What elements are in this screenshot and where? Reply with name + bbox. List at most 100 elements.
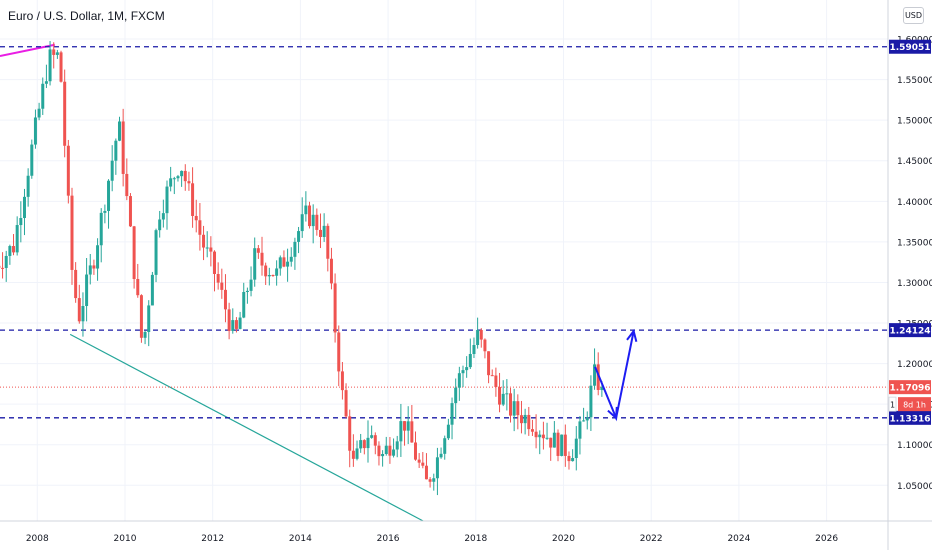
candle-body [235, 320, 238, 329]
x-tick-label: 2024 [727, 534, 750, 544]
candle-body [359, 440, 362, 448]
candle-body [52, 49, 55, 54]
candle-body [505, 393, 508, 394]
candle-body [63, 82, 66, 146]
candle-body [253, 248, 256, 279]
y-tick-label: 1.40000 [897, 198, 932, 208]
x-tick-label: 2016 [377, 534, 400, 544]
candle-body [301, 214, 304, 231]
candle-body [319, 230, 322, 237]
candle-body [114, 141, 117, 161]
x-tick-label: 2012 [201, 534, 224, 544]
candle-body [8, 246, 11, 256]
candle-body [578, 421, 581, 438]
candle-body [122, 121, 125, 173]
candle-body [34, 117, 37, 144]
candle-body [184, 171, 187, 181]
candle-body [176, 176, 179, 178]
candle-body [45, 81, 48, 84]
candle-body [271, 275, 274, 276]
candle-body [520, 415, 523, 423]
candle-body [363, 440, 366, 448]
candle-body [198, 220, 201, 235]
candle-body [12, 246, 15, 252]
candle-body [414, 442, 417, 459]
candle-body [447, 425, 450, 439]
candle-body [125, 174, 128, 196]
candle-body [268, 275, 271, 276]
candle-body [136, 279, 139, 295]
candle-body [469, 354, 472, 367]
candle-body [549, 438, 552, 448]
candle-body [451, 403, 454, 425]
candle-body [246, 291, 249, 292]
candle-body [542, 435, 545, 439]
candle-body [334, 283, 337, 332]
last-price-label: 1.17096 [890, 384, 931, 394]
candle-body [567, 456, 570, 461]
candle-body [348, 416, 351, 450]
candle-body [242, 292, 245, 318]
candle-body [557, 433, 560, 456]
candle-body [582, 420, 585, 421]
candle-body [516, 401, 519, 415]
candle-body [264, 266, 267, 277]
candle-body [366, 438, 369, 448]
candle-body [290, 257, 293, 262]
candle-body [155, 230, 158, 275]
candle-body [1, 268, 4, 269]
candle-body [195, 216, 198, 220]
candle-body [341, 371, 344, 390]
candle-body [60, 52, 63, 81]
candle-body [432, 478, 435, 482]
candle-body [239, 318, 242, 329]
candle-body [487, 351, 490, 375]
candle-body [385, 446, 388, 454]
candle-body [330, 259, 333, 284]
candle-body [206, 248, 209, 249]
candle-body [169, 178, 172, 186]
candle-body [538, 435, 541, 438]
candle-body [498, 387, 501, 405]
candle-body [374, 435, 377, 445]
chart-title: Euro / U.S. Dollar, 1M, FXCM [8, 9, 165, 23]
candle-body [180, 171, 183, 176]
candle-body [546, 438, 549, 439]
candle-body [111, 161, 114, 181]
candle-body [92, 265, 95, 268]
candle-body [410, 421, 413, 442]
candle-body [38, 109, 41, 118]
candle-body [191, 183, 194, 216]
x-tick-label: 2026 [815, 534, 838, 544]
candle-body [407, 421, 410, 430]
level-price-label: 1.13316 [890, 414, 931, 424]
candle-body [23, 197, 26, 218]
candle-body [282, 257, 285, 266]
x-tick-label: 2020 [552, 534, 575, 544]
candle-body [524, 415, 527, 423]
candle-body [118, 121, 121, 140]
candle-body [483, 340, 486, 352]
candle-body [228, 309, 231, 331]
candle-body [162, 213, 165, 219]
y-tick-label: 1.10000 [897, 441, 932, 451]
candle-body [403, 421, 406, 431]
candle-body [399, 421, 402, 441]
x-tick-label: 2010 [114, 534, 137, 544]
candle-body [297, 231, 300, 242]
candle-body [187, 181, 190, 183]
candle-body [502, 394, 505, 405]
candle-body [144, 332, 147, 338]
candle-body [209, 248, 212, 252]
candle-body [67, 146, 70, 196]
candle-body [443, 438, 446, 454]
candle-body [78, 298, 81, 321]
candle-body [326, 226, 329, 259]
candle-body [589, 386, 592, 418]
candle-body [345, 390, 348, 416]
candle-body [377, 446, 380, 457]
currency-button[interactable]: USD [903, 7, 924, 24]
